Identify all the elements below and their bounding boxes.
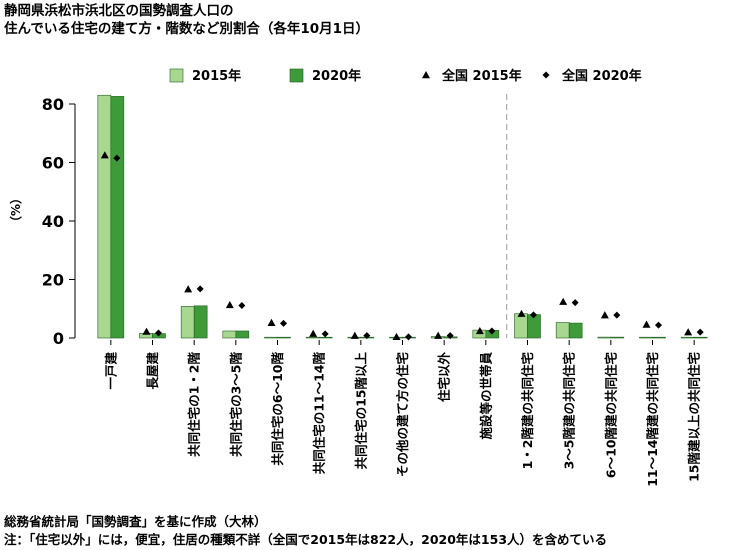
bar-2020-12	[610, 336, 625, 339]
marker-national-2020-8	[446, 332, 454, 340]
chart-title-line2: 住んでいる住宅の建て方・階数など別割合（各年10月1日）	[4, 21, 370, 37]
bar-2015-10	[514, 313, 528, 339]
bar-2015-11	[555, 322, 570, 339]
marker-national-2015-7	[392, 332, 401, 341]
marker-national-2015-0	[100, 151, 109, 159]
marker-national-2015-10	[517, 309, 526, 317]
legend-marker-3	[542, 71, 550, 79]
y-axis-label: （%）	[8, 192, 23, 228]
x-tick-label-14: 15階建以上の共同住宅	[687, 352, 702, 482]
marker-national-2020-14	[696, 328, 704, 336]
marker-national-2020-6	[363, 332, 371, 340]
bar-2015-2	[180, 306, 195, 339]
y-tick-label-40: 40	[42, 212, 64, 231]
y-tick-label-0: 0	[53, 329, 64, 348]
bar-2015-4	[264, 336, 278, 339]
bar-2015-5	[305, 336, 320, 339]
x-tick-label-0: 一戸建	[103, 352, 118, 390]
legend-swatch-0	[169, 68, 184, 83]
x-tick-label-3: 共同住宅の3～5階	[228, 352, 243, 457]
marker-national-2020-3	[238, 302, 246, 310]
y-tick-label-60: 60	[42, 154, 64, 173]
marker-national-2015-1	[142, 327, 151, 335]
marker-national-2020-10	[530, 311, 537, 319]
bar-2015-13	[639, 336, 653, 339]
marker-national-2015-4	[267, 318, 276, 326]
y-tick-label-20: 20	[42, 271, 64, 290]
bar-2020-2	[193, 305, 208, 339]
legend-marker-2	[422, 71, 430, 79]
bar-2015-0	[97, 94, 112, 339]
x-tick-label-9: 施設等の世帯員	[478, 352, 493, 440]
x-tick-label-6: 共同住宅の15階以上	[353, 352, 368, 470]
bar-2020-14	[693, 336, 708, 339]
marker-national-2020-4	[280, 319, 287, 327]
bar-2020-10	[527, 314, 541, 339]
x-tick-label-7: その他の建て方の住宅	[395, 352, 410, 478]
marker-national-2015-13	[642, 320, 651, 328]
legend-swatch-1	[289, 68, 304, 83]
legend-label-1: 2020年	[312, 68, 361, 84]
bar-2020-11	[568, 322, 583, 339]
marker-national-2020-2	[196, 285, 204, 293]
legend-label-0: 2015年	[192, 68, 241, 84]
marker-national-2015-14	[684, 328, 693, 336]
marker-national-2020-5	[321, 330, 329, 338]
y-tick-label-80: 80	[42, 95, 64, 114]
marker-national-2015-12	[600, 311, 609, 319]
marker-national-2020-12	[613, 311, 621, 319]
x-tick-label-2: 共同住宅の1・2階	[187, 352, 202, 457]
x-tick-label-13: 11～14階建の共同住宅	[645, 352, 660, 487]
marker-national-2015-5	[309, 329, 318, 337]
bar-2020-4	[277, 336, 291, 339]
x-tick-label-8: 住宅以外	[437, 352, 452, 403]
bar-2015-12	[597, 336, 612, 339]
x-tick-label-1: 長屋建	[145, 352, 160, 390]
bar-2020-5	[318, 336, 333, 339]
legend-label-3: 全国 2020年	[561, 68, 642, 84]
bar-2020-0	[110, 96, 125, 339]
marker-national-2020-11	[571, 299, 579, 307]
marker-national-2020-13	[655, 321, 662, 329]
bar-2015-3	[222, 330, 237, 339]
marker-national-2015-6	[350, 331, 359, 339]
bar-2020-3	[235, 330, 250, 339]
x-tick-label-5: 共同住宅の11～14階	[312, 352, 327, 475]
marker-national-2015-8	[434, 331, 443, 339]
bar-2020-13	[652, 336, 666, 339]
marker-national-2015-2	[184, 285, 193, 293]
marker-national-2020-7	[405, 333, 412, 341]
chart-title-line1: 静岡県浜松市浜北区の国勢調査人口の	[4, 3, 234, 19]
marker-national-2020-9	[488, 327, 496, 335]
x-tick-label-10: 1・2階建の共同住宅	[520, 352, 535, 470]
marker-national-2015-11	[559, 297, 568, 305]
marker-national-2020-1	[155, 329, 162, 337]
bar-2015-14	[680, 336, 695, 339]
legend-label-2: 全国 2015年	[441, 68, 522, 84]
source-note: 総務省統計局「国勢調査」を基に作成（大林）	[4, 514, 267, 529]
x-tick-label-11: 3～5階建の共同住宅	[562, 352, 577, 470]
x-tick-label-4: 共同住宅の6～10階	[270, 352, 285, 466]
x-tick-label-12: 6～10階建の共同住宅	[603, 352, 618, 479]
marker-national-2015-9	[475, 326, 484, 335]
marker-national-2015-3	[225, 300, 234, 309]
marker-national-2020-0	[113, 154, 121, 162]
footnote: 注：「住宅以外」には，便宜，住居の種類不詳（全国で2015年は822人，2020…	[4, 532, 608, 547]
